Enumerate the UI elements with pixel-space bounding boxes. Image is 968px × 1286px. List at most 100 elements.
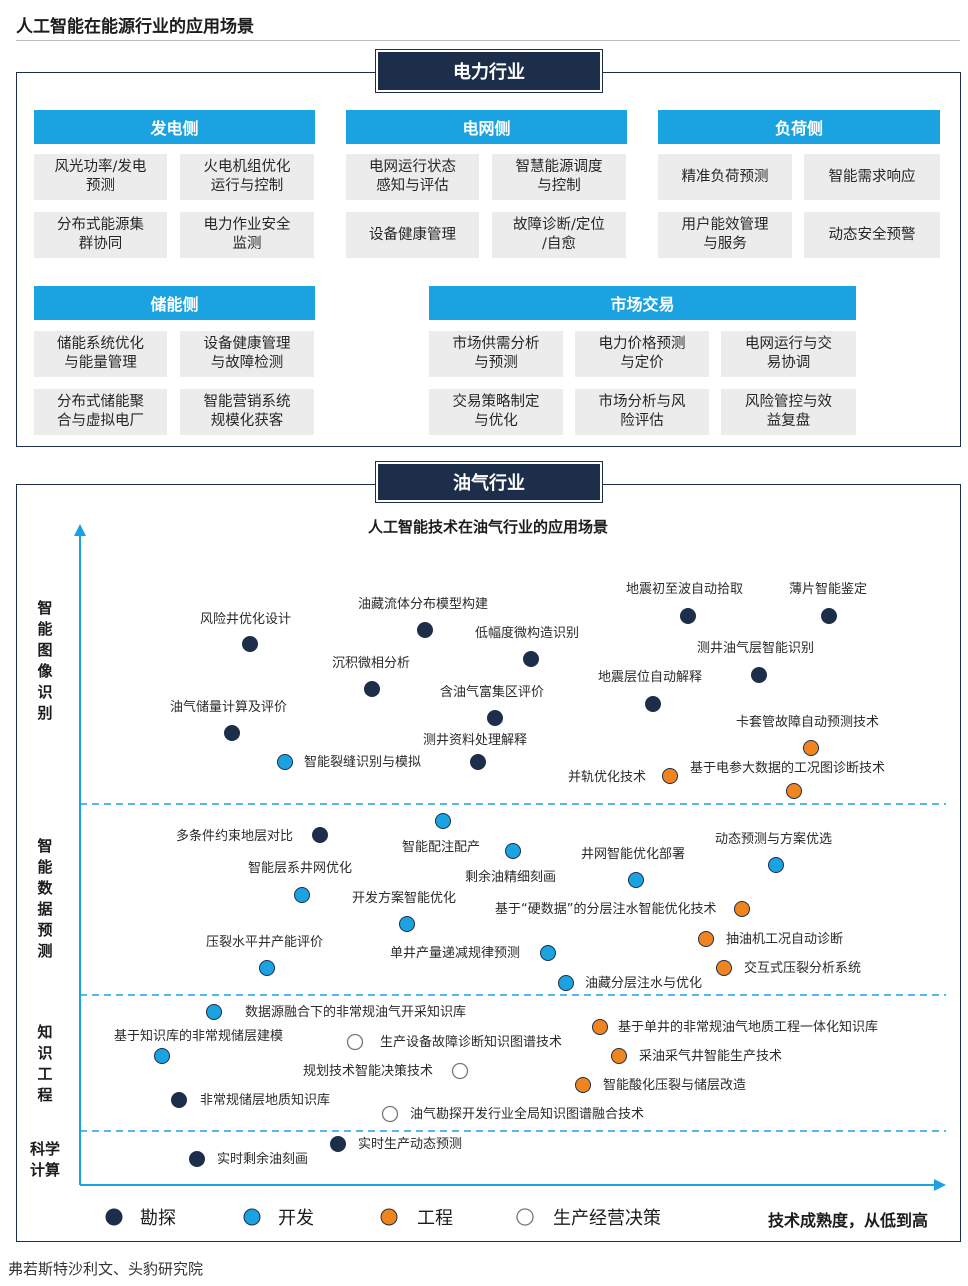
- data-point-label: 基于“硬数据”的分层注水智能优化技术: [495, 901, 716, 917]
- data-point: [821, 608, 837, 624]
- market-item: 市场供需分析 与预测: [429, 331, 563, 377]
- grid-side-header: 电网侧: [346, 110, 627, 144]
- legend-label: 生产经营决策: [553, 1208, 661, 1229]
- data-point: [294, 887, 310, 903]
- data-point: [680, 608, 696, 624]
- grid-item: 设备健康管理: [346, 212, 479, 258]
- data-point-label: 单井产量递减规律预测: [390, 946, 520, 961]
- data-point: [487, 710, 503, 726]
- data-point: [451, 1062, 469, 1080]
- data-point: [206, 1004, 222, 1020]
- data-point: [189, 1151, 205, 1167]
- data-point: [224, 725, 240, 741]
- data-point-label: 油藏分层注水与优化: [585, 976, 702, 991]
- data-point-label: 采油采气井智能生产技术: [639, 1048, 782, 1064]
- load-item: 用户能效管理 与服务: [658, 212, 792, 258]
- data-point: [505, 843, 521, 859]
- data-point-label: 规划技术智能决策技术: [303, 1063, 433, 1079]
- data-point: [698, 931, 714, 947]
- x-axis-arrow: [934, 1179, 946, 1191]
- data-point: [575, 1077, 591, 1093]
- data-point-label: 生产设备故障诊断知识图谱技术: [380, 1034, 562, 1050]
- legend-marker: [516, 1208, 534, 1226]
- data-point-label: 智能层系井网优化: [248, 861, 352, 876]
- data-point-label: 测井油气层智能识别: [697, 640, 814, 656]
- data-point-label: 井网智能优化部署: [581, 847, 685, 862]
- data-point-label: 油藏流体分布模型构建: [358, 597, 488, 612]
- load-side-header: 负荷侧: [658, 110, 940, 144]
- legend-marker: [243, 1208, 261, 1226]
- data-point: [330, 1136, 346, 1152]
- data-point: [435, 813, 451, 829]
- data-point-label: 非常规储层地质知识库: [200, 1092, 330, 1108]
- legend-marker: [105, 1208, 123, 1226]
- data-point-label: 油气勘探开发行业全局知识图谱融合技术: [410, 1106, 644, 1122]
- data-point-label: 剩余油精细刻画: [465, 869, 556, 885]
- storage-item: 设备健康管理 与故障检测: [180, 331, 314, 377]
- data-point: [751, 667, 767, 683]
- x-axis-label: 技术成熟度，从低到高: [768, 1211, 929, 1230]
- title-divider: [16, 40, 960, 41]
- data-point-label: 实时剩余油刻画: [217, 1151, 308, 1167]
- data-point: [611, 1048, 627, 1064]
- data-point-label: 交互式压裂分析系统: [744, 960, 861, 976]
- data-point-label: 地震层位自动解释: [598, 670, 702, 685]
- data-point: [242, 636, 258, 652]
- data-point: [540, 945, 556, 961]
- data-point: [645, 696, 661, 712]
- y-band-label-image-recognition: 智 能 图 像 识 别: [37, 599, 53, 722]
- legend-marker: [380, 1208, 398, 1226]
- data-point-label: 薄片智能鉴定: [789, 582, 867, 597]
- data-point: [628, 872, 644, 888]
- storage-item: 分布式储能聚 合与虚拟电厂: [34, 389, 167, 435]
- data-point-label: 卡套管故障自动预测技术: [736, 714, 879, 730]
- data-point: [312, 827, 328, 843]
- legend-label: 勘探: [140, 1208, 176, 1229]
- data-point-label: 智能酸化压裂与储层改造: [603, 1078, 746, 1093]
- load-item: 动态安全预警: [804, 212, 940, 258]
- y-band-label-data-prediction: 智 能 数 据 预 测: [37, 837, 53, 960]
- data-point-label: 实时生产动态预测: [358, 1137, 462, 1152]
- data-point: [768, 857, 784, 873]
- data-point: [592, 1019, 608, 1035]
- data-point-label: 低幅度微构造识别: [475, 625, 579, 641]
- data-point-label: 并轨优化技术: [568, 770, 646, 785]
- oil-gas-tab: 油气行业: [375, 461, 603, 503]
- data-point-label: 基于单井的非常规油气地质工程一体化知识库: [618, 1019, 878, 1035]
- legend-label: 开发: [278, 1208, 314, 1229]
- storage-side-header: 储能侧: [34, 286, 315, 320]
- generation-item: 火电机组优化 运行与控制: [180, 154, 314, 200]
- data-point: [558, 975, 574, 991]
- data-point: [803, 740, 819, 756]
- data-point: [381, 1105, 399, 1123]
- y-axis-arrow: [74, 524, 86, 536]
- grid-item: 智慧能源调度 与控制: [492, 154, 626, 200]
- source-note: 弗若斯特沙利文、头豹研究院: [8, 1260, 204, 1278]
- load-item: 精准负荷预测: [658, 154, 792, 200]
- legend-label: 工程: [417, 1208, 453, 1229]
- data-point-label: 压裂水平井产能评价: [206, 935, 323, 950]
- data-point-label: 基于知识库的非常规储层建模: [114, 1028, 283, 1044]
- data-point: [716, 960, 732, 976]
- data-point: [417, 622, 433, 638]
- generation-item: 电力作业安全 监测: [180, 212, 314, 258]
- data-point: [364, 681, 380, 697]
- data-point: [399, 916, 415, 932]
- data-point-label: 多条件约束地层对比: [176, 828, 293, 844]
- data-point-label: 抽油机工况自动诊断: [726, 932, 843, 947]
- data-point-label: 智能配注配产: [402, 840, 480, 855]
- data-point: [662, 768, 678, 784]
- data-point-label: 数据源融合下的非常规油气开采知识库: [245, 1004, 466, 1020]
- generation-item: 风光功率/发电 预测: [34, 154, 167, 200]
- generation-side-header: 发电侧: [34, 110, 315, 144]
- power-industry-tab: 电力行业: [375, 49, 603, 93]
- data-point: [523, 651, 539, 667]
- data-point: [154, 1048, 170, 1064]
- data-point: [277, 754, 293, 770]
- grid-item: 故障诊断/定位 /自愈: [492, 212, 626, 258]
- data-point: [470, 754, 486, 770]
- chart-axes: [74, 524, 946, 1191]
- page-title: 人工智能在能源行业的应用场景: [16, 17, 254, 37]
- storage-item: 储能系统优化 与能量管理: [34, 331, 167, 377]
